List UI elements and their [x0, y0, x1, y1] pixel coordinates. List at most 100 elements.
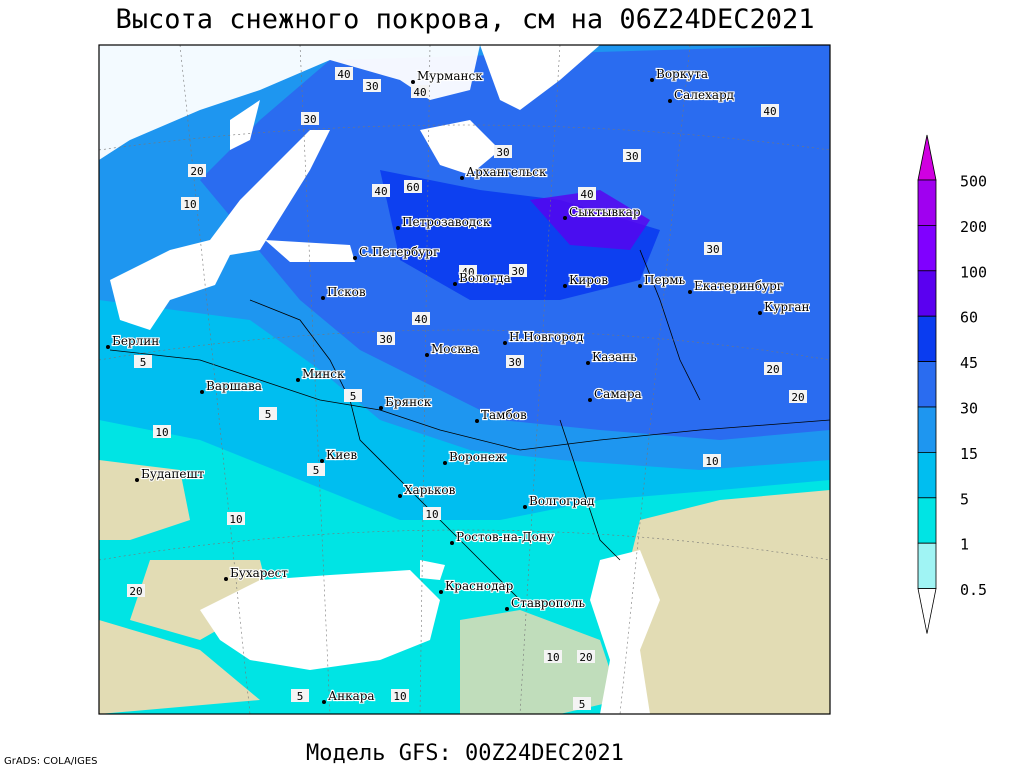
city-dot [638, 284, 642, 288]
legend-swatch [917, 224, 937, 272]
contour-label: 40 [763, 105, 776, 118]
contour-label-bg [789, 390, 807, 403]
city-dot [588, 398, 592, 402]
city-dot [322, 700, 326, 704]
map-area [99, 45, 830, 714]
legend-label: 500 [960, 173, 987, 191]
city-dot [439, 590, 443, 594]
contour-label: 30 [303, 113, 316, 126]
no-snow [620, 490, 830, 714]
city-dot [135, 478, 139, 482]
contour-label-bg [761, 104, 779, 117]
city-dot [411, 80, 415, 84]
city-dot [758, 311, 762, 315]
legend-swatch [917, 179, 937, 226]
legend-cap-bottom [917, 588, 937, 634]
contour-label-bg [404, 180, 422, 193]
no-snow [460, 610, 620, 714]
contour-label-bg [573, 697, 591, 710]
city-label: Бухарест [230, 566, 288, 580]
contour-labels: 40 30 40 30 40 30 20 10 40 60 30 40 30 30 40 40 30 30 20 20… [127, 67, 807, 711]
city-label: Краснодар [445, 579, 514, 593]
city-label: Варшава [206, 379, 262, 393]
city-label: Тамбов [481, 408, 527, 422]
contour-label-bg [494, 145, 512, 158]
contour-label: 5 [313, 464, 320, 477]
contour-label: 30 [365, 80, 378, 93]
contour-label-bg [134, 355, 152, 368]
city-dot [523, 505, 527, 509]
borders [109, 249, 830, 601]
contour-label: 40 [580, 188, 593, 201]
contour-label-bg [412, 312, 430, 325]
city-dot [296, 378, 300, 382]
contour-label-bg [372, 184, 390, 197]
contour-label: 40 [461, 266, 474, 279]
black-sea [200, 570, 440, 670]
lake [230, 100, 260, 150]
legend-cap-top [917, 134, 937, 181]
city-label: Вологда [459, 271, 511, 285]
legend-swatch [917, 451, 937, 499]
city-label: Ставрополь [511, 596, 585, 610]
contour-label: 10 [229, 513, 242, 526]
contour-label: 20 [129, 585, 142, 598]
city-label: Анкара [328, 689, 375, 703]
map-title: Высота снежного покрова, см на 06Z24DEC2… [116, 4, 815, 35]
legend-swatch [917, 361, 937, 408]
city-label: Самара [594, 387, 642, 401]
city-label: Мурманск [417, 69, 483, 83]
contour-label: 5 [265, 408, 272, 421]
model-caption: Модель GFS: 00Z24DEC2021 [306, 741, 624, 766]
city-dot [106, 345, 110, 349]
gulf-of-finland [265, 240, 355, 262]
contour-label: 40 [337, 68, 350, 81]
contour-label-bg [764, 362, 782, 375]
city-dot [503, 341, 507, 345]
city-label: Харьков [404, 483, 456, 497]
barents-sea [99, 45, 480, 160]
city-dot [425, 353, 429, 357]
city-dot [321, 296, 325, 300]
city-label: Архангельск [466, 165, 547, 179]
city-label: С.Петербург [359, 245, 439, 259]
contour-label: 30 [496, 146, 509, 159]
legend-swatch [917, 270, 937, 317]
city-dot [475, 419, 479, 423]
city-labels: Мурманск Воркута Салехард Архангельск Сыктыв… [106, 66, 811, 704]
city-label: Салехард [674, 88, 734, 102]
city-dot [453, 282, 457, 286]
city-dot [563, 216, 567, 220]
city-label: Ростов-на-Дону [456, 530, 554, 544]
city-dot [320, 459, 324, 463]
contour-label: 10 [705, 455, 718, 468]
contour-label-bg [181, 197, 199, 210]
city-dot [688, 290, 692, 294]
legend-label: 100 [960, 263, 987, 281]
contour-label-bg [411, 85, 429, 98]
contour-label-bg [153, 425, 171, 438]
contour-label-bg [459, 265, 477, 278]
white-sea [420, 120, 500, 175]
contour-label: 10 [546, 651, 559, 664]
contour-label-bg [423, 507, 441, 520]
contour-label: 5 [350, 390, 357, 403]
city-dot [398, 494, 402, 498]
legend-label: 30 [960, 400, 978, 418]
city-label: Екатеринбург [694, 279, 783, 293]
contour-label: 5 [297, 690, 304, 703]
no-snow [99, 460, 190, 540]
contour-label: 10 [393, 690, 406, 703]
legend-swatch [917, 406, 937, 453]
city-dot [668, 99, 672, 103]
city-dot [443, 461, 447, 465]
contour-label-bg [344, 389, 362, 402]
city-dot [505, 607, 509, 611]
contour-label-bg [391, 689, 409, 702]
contour-label: 30 [508, 356, 521, 369]
sea-of-azov [420, 560, 445, 580]
contour-label-bg [544, 650, 562, 663]
contour-label: 10 [155, 426, 168, 439]
